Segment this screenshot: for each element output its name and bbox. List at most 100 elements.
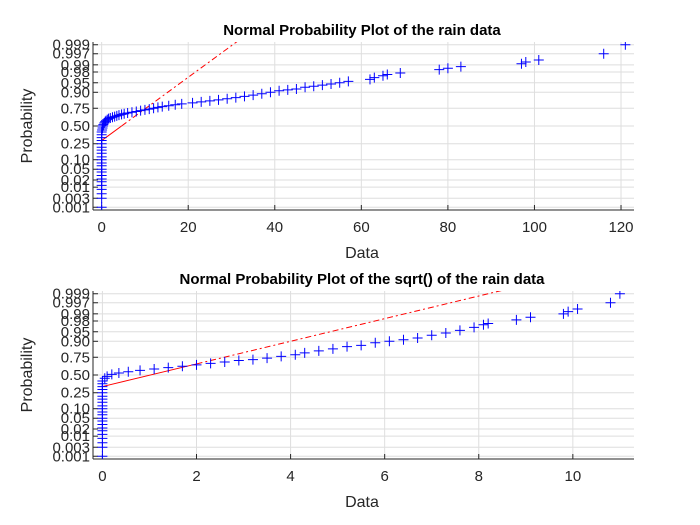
data-point — [205, 358, 216, 369]
bottom-probability-plot: Normal Probability Plot of the sqrt() of… — [19, 271, 634, 511]
data-point — [123, 366, 134, 377]
data-point — [327, 343, 338, 354]
data-point — [442, 63, 453, 74]
data-point — [572, 303, 583, 314]
data-point — [308, 81, 319, 92]
x-tick-label: 4 — [286, 468, 294, 485]
x-axis-label: Data — [345, 245, 379, 262]
y-tick-label: 0.25 — [61, 385, 90, 402]
y-axis-label: Probability — [19, 338, 36, 413]
data-point — [256, 88, 267, 99]
data-point — [300, 82, 311, 93]
y-tick-label: 0.90 — [61, 333, 90, 350]
y-tick-label: 0.003 — [52, 190, 90, 207]
y-tick-label: 0.99 — [61, 306, 90, 323]
data-point — [105, 112, 116, 123]
y-tick-label: 0.25 — [61, 136, 90, 153]
y-tick-label: 0.10 — [61, 401, 90, 418]
data-point — [382, 69, 393, 80]
data-point — [356, 340, 367, 351]
data-point — [96, 202, 107, 210]
y-tick-label: 0.02 — [61, 172, 90, 189]
data-point — [343, 76, 354, 87]
data-point — [187, 97, 198, 108]
data-point — [434, 64, 445, 75]
data-point — [100, 115, 111, 126]
data-point — [291, 84, 302, 95]
data-point — [126, 107, 137, 118]
data-point — [274, 85, 285, 96]
fit-line-solid — [102, 363, 197, 388]
data-point — [131, 106, 142, 117]
data-point — [290, 349, 301, 360]
data-point — [204, 95, 215, 106]
data-point — [109, 111, 120, 122]
data-point — [276, 351, 287, 362]
data-point — [533, 54, 544, 65]
y-tick-label: 0.997 — [52, 295, 90, 312]
data-point — [139, 104, 150, 115]
data-point — [412, 333, 423, 344]
data-point — [377, 70, 388, 81]
data-point — [440, 327, 451, 338]
x-tick-label: 0 — [98, 468, 106, 485]
fit-line-group — [102, 291, 502, 388]
data-point — [558, 308, 569, 319]
data-point — [563, 306, 574, 317]
data-point — [516, 58, 527, 69]
y-tick-label: 0.10 — [61, 152, 90, 169]
data-point — [426, 330, 437, 341]
data-point — [239, 91, 250, 102]
y-tick-label: 0.01 — [61, 179, 90, 196]
y-tick-label: 0.90 — [61, 84, 90, 101]
data-point — [102, 371, 113, 382]
x-tick-label: 60 — [353, 219, 370, 236]
y-tick-label: 0.001 — [52, 199, 90, 216]
y-tick-label: 0.05 — [61, 410, 90, 427]
data-points — [97, 291, 625, 459]
data-point — [144, 104, 155, 115]
y-tick-label: 0.95 — [61, 324, 90, 341]
data-point — [99, 373, 110, 384]
data-point — [265, 87, 276, 98]
data-point — [326, 78, 337, 89]
data-point — [370, 337, 381, 348]
x-tick-label: 80 — [440, 219, 457, 236]
fit-line-dashdot — [196, 291, 502, 365]
data-point — [364, 74, 375, 85]
data-point — [395, 68, 406, 79]
chart-title: Normal Probability Plot of the rain data — [223, 22, 501, 39]
x-tick-label: 20 — [180, 219, 197, 236]
data-point — [152, 102, 163, 113]
data-point — [135, 105, 146, 116]
y-tick-label: 0.999 — [52, 37, 90, 54]
data-point — [103, 113, 114, 124]
data-point — [317, 80, 328, 91]
data-point — [170, 99, 181, 110]
x-tick-label: 0 — [97, 219, 105, 236]
data-point — [196, 96, 207, 107]
data-point — [598, 48, 609, 59]
data-point — [219, 356, 230, 367]
y-tick-label: 0.999 — [52, 286, 90, 303]
data-point — [511, 314, 522, 325]
x-tick-label: 40 — [266, 219, 283, 236]
data-point — [398, 334, 409, 345]
data-point — [282, 84, 293, 95]
data-point — [135, 365, 146, 376]
data-point — [97, 375, 108, 386]
data-point — [620, 42, 631, 50]
data-point — [469, 322, 480, 333]
data-point — [369, 72, 380, 83]
data-point — [525, 312, 536, 323]
y-tick-label: 0.01 — [61, 428, 90, 445]
data-point — [111, 110, 122, 121]
data-point — [107, 112, 118, 123]
y-tick-label: 0.98 — [61, 313, 90, 330]
y-tick-label: 0.997 — [52, 46, 90, 63]
data-point — [213, 94, 224, 105]
data-point — [97, 451, 108, 459]
data-point — [106, 369, 117, 380]
x-axis-label: Data — [345, 494, 379, 511]
y-tick-label: 0.50 — [61, 367, 90, 384]
